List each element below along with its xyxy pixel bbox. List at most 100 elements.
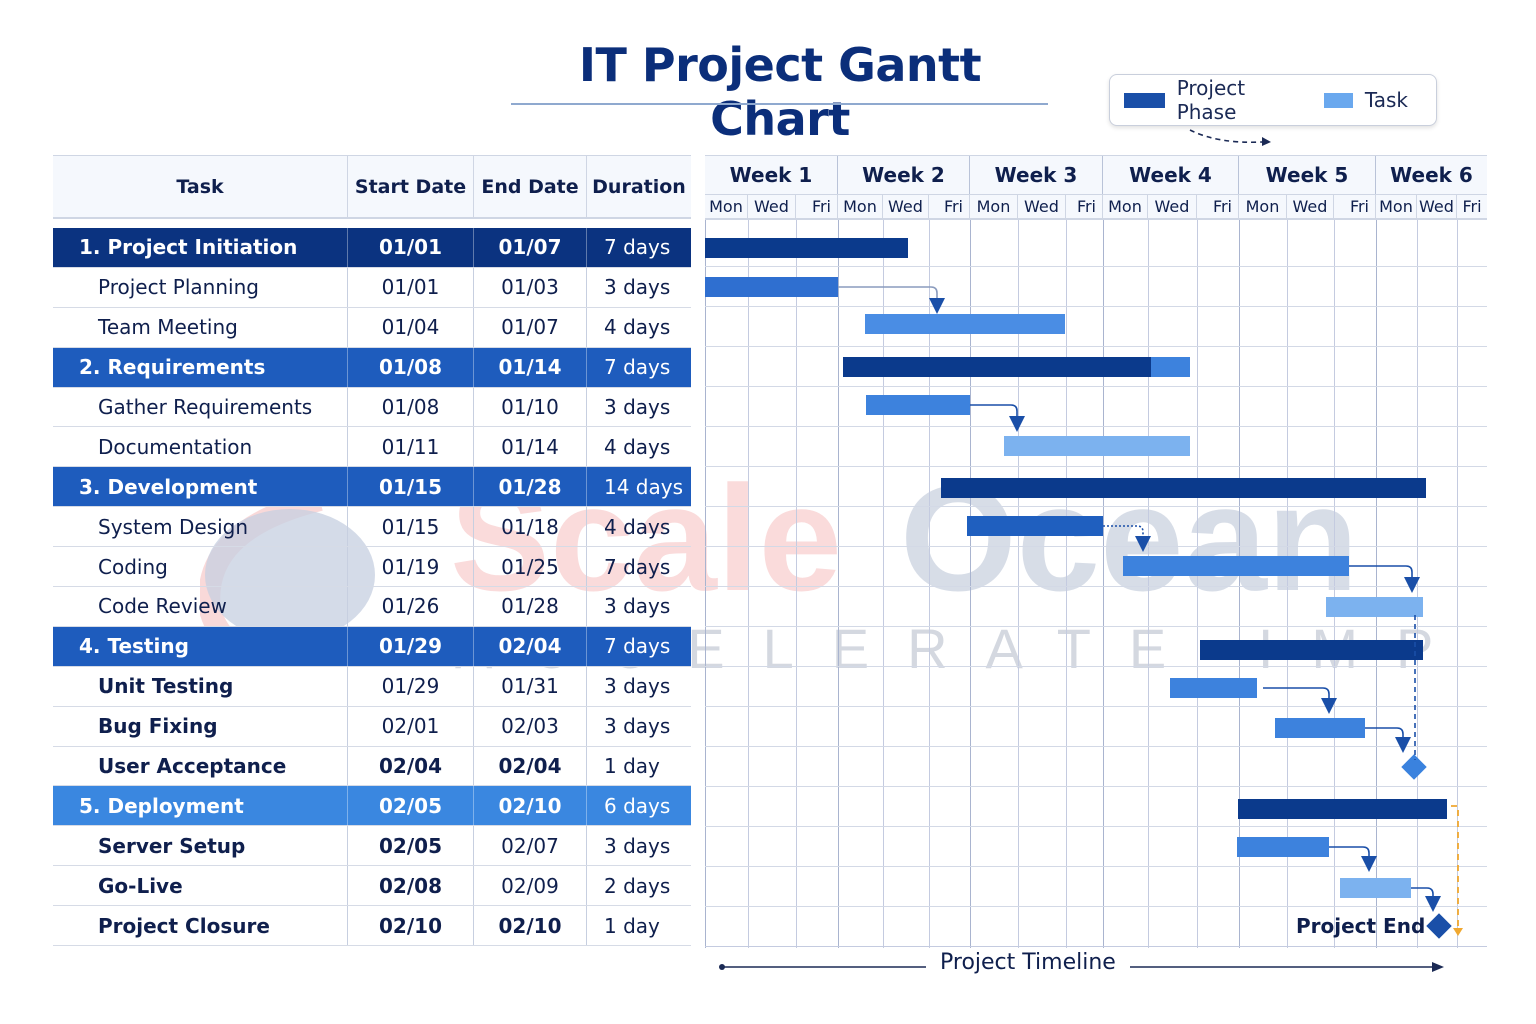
task-name: Unit Testing xyxy=(53,666,348,706)
day-label: Wed xyxy=(1148,195,1197,218)
curved-arrow-icon xyxy=(1189,129,1271,146)
legend-swatch-phase xyxy=(1124,92,1165,108)
task-row: User Acceptance 02/04 02/04 1 day xyxy=(53,746,691,787)
start-date: 01/19 xyxy=(348,547,474,587)
end-date: 02/09 xyxy=(474,866,587,906)
day-label: Wed xyxy=(1018,195,1066,218)
duration: 2 days xyxy=(604,873,671,898)
task-name: 2. Requirements xyxy=(53,347,348,387)
duration: 7 days xyxy=(604,235,671,260)
start-date: 01/01 xyxy=(348,228,474,267)
phase-row-development: 3. Development 01/15 01/28 14 days xyxy=(53,467,691,508)
start-date: 01/08 xyxy=(348,387,474,427)
task-name: Team Meeting xyxy=(53,307,348,347)
table-header: Task Start Date End Date Duration xyxy=(53,155,691,219)
task-name: Project Closure xyxy=(53,906,348,946)
gantt-bar-development xyxy=(941,478,1426,498)
day-label: Fri xyxy=(1462,197,1482,216)
gantt-bar-go-live xyxy=(1340,878,1411,898)
task-table: Task Start Date End Date Duration 1. Pro… xyxy=(53,155,691,947)
start-date: 01/26 xyxy=(348,587,474,626)
end-date: 02/10 xyxy=(474,906,587,946)
gantt-bar-documentation xyxy=(1004,436,1190,456)
task-name: Bug Fixing xyxy=(53,706,348,746)
task-name: Coding xyxy=(53,547,348,587)
task-row: Go-Live 02/08 02/09 2 days xyxy=(53,866,691,907)
start-date: 01/11 xyxy=(348,427,474,467)
end-date: 01/18 xyxy=(474,507,587,547)
duration: 7 days xyxy=(604,355,671,380)
duration: 1 day xyxy=(604,754,660,779)
week-label: Week 4 xyxy=(1103,156,1239,194)
start-date: 02/05 xyxy=(348,826,474,866)
end-date: 01/14 xyxy=(474,427,587,467)
start-date: 01/15 xyxy=(348,467,474,507)
duration: 3 days xyxy=(604,674,671,699)
task-name: Server Setup xyxy=(53,826,348,866)
task-row: Gather Requirements 01/08 01/10 3 days xyxy=(53,387,691,428)
task-row: Team Meeting 01/04 01/07 4 days xyxy=(53,307,691,348)
task-name: Documentation xyxy=(53,427,348,467)
duration: 3 days xyxy=(604,395,671,419)
phase-row-testing: 4. Testing 01/29 02/04 7 days xyxy=(53,626,691,667)
task-row: System Design 01/15 01/18 4 days xyxy=(53,507,691,548)
gantt-bar-requirements-tail xyxy=(1151,357,1190,377)
duration: 3 days xyxy=(604,714,671,739)
end-date: 01/10 xyxy=(474,387,587,427)
gantt-bar-requirements xyxy=(843,357,1151,377)
task-name: Code Review xyxy=(53,587,348,626)
phase-row-deployment: 5. Deployment 02/05 02/10 6 days xyxy=(53,786,691,827)
end-date: 01/03 xyxy=(474,267,587,307)
header-start-date: Start Date xyxy=(348,156,474,217)
duration: 7 days xyxy=(604,554,671,579)
start-date: 01/01 xyxy=(348,267,474,307)
dependency-arrows xyxy=(838,286,1463,936)
gantt-bar-deployment xyxy=(1238,799,1447,819)
end-date: 02/04 xyxy=(474,746,587,786)
end-date: 01/28 xyxy=(474,467,587,507)
day-label: Mon xyxy=(705,195,748,218)
gantt-bar-system-design xyxy=(967,516,1103,536)
task-name: 5. Deployment xyxy=(53,786,348,826)
header-task: Task xyxy=(53,156,348,217)
gantt-grid: Project End xyxy=(705,220,1487,948)
end-date: 01/28 xyxy=(474,587,587,626)
day-label: Wed xyxy=(1287,195,1334,218)
start-date: 02/10 xyxy=(348,906,474,946)
week-label: Week 5 xyxy=(1239,156,1376,194)
duration: 4 days xyxy=(604,514,671,539)
task-name: 3. Development xyxy=(53,467,348,507)
phase-row-requirements: 2. Requirements 01/08 01/14 7 days xyxy=(53,347,691,388)
gantt-bar-server-setup xyxy=(1237,837,1329,857)
legend-label-task: Task xyxy=(1364,88,1409,112)
day-header: Mon Wed Fri Mon Wed Fri Mon Wed Fri Mon … xyxy=(705,194,1487,220)
gantt-bar-team-meeting xyxy=(865,314,1065,334)
header-end-date: End Date xyxy=(474,156,587,217)
start-date: 01/04 xyxy=(348,307,474,347)
day-label: Wed xyxy=(883,195,929,218)
gantt-bar-testing xyxy=(1200,640,1423,660)
legend: Project Phase Task xyxy=(1109,74,1437,126)
end-date: 01/25 xyxy=(474,547,587,587)
start-date: 02/08 xyxy=(348,866,474,906)
task-row: Bug Fixing 02/01 02/03 3 days xyxy=(53,706,691,747)
start-date: 02/01 xyxy=(348,706,474,746)
day-label: Mon xyxy=(970,195,1018,218)
task-row: Code Review 01/26 01/28 3 days xyxy=(53,587,691,627)
duration: 14 days xyxy=(604,474,684,499)
duration: 4 days xyxy=(604,434,671,459)
week-label: Week 2 xyxy=(838,156,970,194)
duration: 3 days xyxy=(604,833,671,858)
task-name: 4. Testing xyxy=(53,626,348,666)
duration: 4 days xyxy=(604,315,671,340)
week-label: Week 1 xyxy=(705,156,838,194)
project-timeline-axis: Project Timeline xyxy=(718,948,1448,988)
start-date: 01/15 xyxy=(348,507,474,547)
header-duration: Duration xyxy=(592,175,686,198)
task-row: Server Setup 02/05 02/07 3 days xyxy=(53,826,691,867)
timeline-label: Project Timeline xyxy=(940,950,1116,975)
day-label: Fri xyxy=(1197,195,1239,218)
day-label: Mon xyxy=(838,195,883,218)
start-date: 02/04 xyxy=(348,746,474,786)
day-label: Wed xyxy=(1417,195,1457,218)
